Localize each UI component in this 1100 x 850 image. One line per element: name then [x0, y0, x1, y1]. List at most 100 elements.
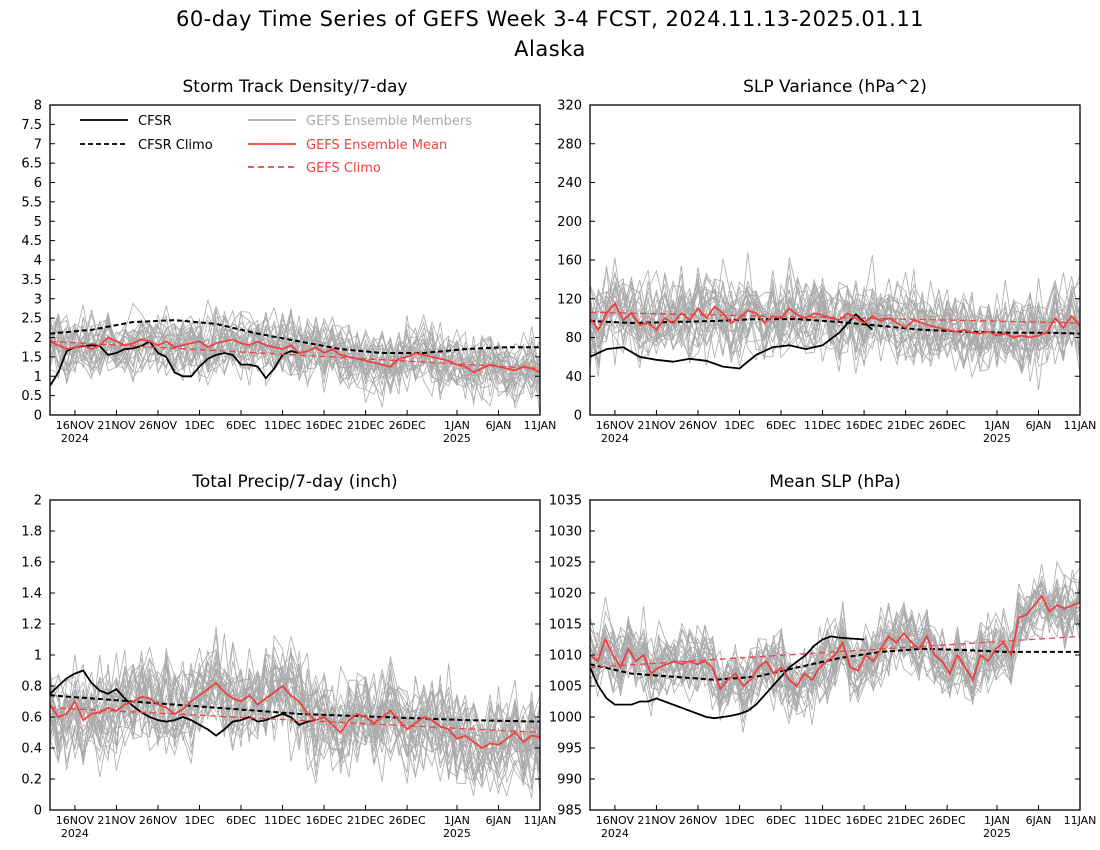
- y-tick-label: 6.5: [21, 157, 42, 172]
- series-cfsr: [50, 340, 300, 387]
- y-tick-label: 2: [34, 494, 42, 509]
- series-cfsr-climo: [50, 319, 540, 354]
- figure-title: 60-day Time Series of GEFS Week 3-4 FCST…: [175, 7, 925, 31]
- ensemble-member-line: [50, 317, 540, 391]
- x-tick-label: 11DEC: [804, 419, 841, 432]
- y-tick-label: 3: [34, 292, 42, 307]
- x-tick-label: 11JAN: [524, 814, 557, 827]
- y-tick-label: 1000: [549, 711, 582, 726]
- y-tick-label: 2: [34, 331, 42, 346]
- ensemble-member-line: [50, 325, 540, 389]
- series-gefs-ensemble-mean: [50, 681, 540, 750]
- legend-label: CFSR: [138, 114, 172, 129]
- x-tick-label: 1JAN: [984, 814, 1010, 827]
- y-tick-label: 3.5: [21, 273, 42, 288]
- y-tick-label: 1035: [549, 494, 582, 509]
- series-gefs-climo: [50, 340, 540, 370]
- x-tick-label: 21NOV: [97, 814, 136, 827]
- x-tick-label: 1JAN: [444, 419, 470, 432]
- x-tick-label: 1JAN: [984, 419, 1010, 432]
- y-tick-label: 280: [557, 137, 582, 152]
- y-tick-label: 7: [34, 137, 42, 152]
- legend-label: GEFS Climo: [306, 161, 381, 176]
- y-tick-label: 0.8: [21, 680, 42, 695]
- ensemble-member-line: [50, 651, 540, 799]
- x-tick-label: 26DEC: [929, 419, 966, 432]
- plot-area: [50, 299, 540, 415]
- ensemble-member-line: [50, 662, 540, 785]
- ensemble-member-line: [590, 567, 1080, 696]
- x-tick-label: 26DEC: [389, 814, 426, 827]
- ensemble-member-line: [590, 585, 1080, 733]
- x-tick-label: 6JAN: [486, 814, 512, 827]
- y-tick-label: 985: [557, 804, 582, 819]
- y-tick-label: 0: [574, 409, 582, 424]
- x-tick-label: 11DEC: [264, 814, 301, 827]
- ensemble-member-line: [50, 305, 540, 390]
- y-tick-label: 120: [557, 292, 582, 307]
- ensemble-member-line: [590, 577, 1080, 714]
- x-tick-label: 11DEC: [804, 814, 841, 827]
- x-tick-label: 11DEC: [264, 419, 301, 432]
- x-tick-label: 16DEC: [306, 814, 343, 827]
- legend: CFSR CFSR Climo GEFS Ensemble Members GEFS …: [80, 114, 472, 176]
- y-tick-label: 240: [557, 176, 582, 191]
- ensemble-member-line: [50, 653, 540, 784]
- y-tick-label: 1025: [549, 556, 582, 571]
- series-cfsr: [590, 635, 865, 720]
- x-tick-label: 16DEC: [306, 419, 343, 432]
- x-tick-label: 6JAN: [1026, 419, 1052, 432]
- x-tick-year-label: 2024: [601, 432, 629, 445]
- ensemble-member-line: [50, 299, 540, 407]
- x-tick-label: 11JAN: [524, 419, 557, 432]
- x-tick-label: 21DEC: [887, 419, 924, 432]
- x-tick-year-label: 2024: [61, 432, 89, 445]
- y-tick-label: 995: [557, 742, 582, 757]
- y-tick-label: 1015: [549, 618, 582, 633]
- ensemble-member-line: [50, 664, 540, 796]
- x-tick-year-label: 2024: [61, 827, 89, 840]
- y-tick-label: 1020: [549, 587, 582, 602]
- series-gefs-ensemble-mean: [590, 301, 1080, 339]
- y-tick-label: 0.4: [21, 742, 42, 757]
- y-tick-label: 4: [34, 254, 42, 269]
- panel-title: Mean SLP (hPa): [769, 472, 901, 492]
- x-tick-label: 11JAN: [1064, 419, 1097, 432]
- y-tick-label: 1.5: [21, 350, 42, 365]
- x-tick-label: 16DEC: [846, 814, 883, 827]
- y-tick-label: 990: [557, 773, 582, 788]
- x-tick-label: 21NOV: [637, 814, 676, 827]
- y-tick-label: 1.8: [21, 525, 42, 540]
- x-tick-label: 21DEC: [347, 419, 384, 432]
- y-tick-label: 200: [557, 215, 582, 230]
- x-tick-label: 26NOV: [139, 814, 178, 827]
- x-tick-year-label: 2024: [601, 827, 629, 840]
- y-tick-label: 0.2: [21, 773, 42, 788]
- plot-frame: [589, 104, 1081, 416]
- y-tick-label: 8: [34, 99, 42, 114]
- y-tick-label: 1: [34, 649, 42, 664]
- x-tick-year-label: 2025: [443, 827, 471, 840]
- x-tick-label: 26NOV: [679, 419, 718, 432]
- panel-title: Total Precip/7-day (inch): [191, 472, 397, 492]
- series-cfsr: [590, 313, 874, 370]
- ensemble-member-line: [590, 578, 1080, 700]
- ensemble-member-line: [590, 258, 1080, 391]
- x-tick-label: 26DEC: [929, 814, 966, 827]
- plot-area: [50, 626, 540, 799]
- ensemble-member-line: [590, 564, 1080, 719]
- x-tick-label: 16NOV: [56, 419, 95, 432]
- x-tick-label: 16DEC: [846, 419, 883, 432]
- x-tick-label: 21NOV: [637, 419, 676, 432]
- x-tick-label: 11JAN: [1064, 814, 1097, 827]
- ensemble-member-line: [50, 314, 540, 398]
- y-tick-label: 1.4: [21, 587, 42, 602]
- ensemble-member-line: [590, 273, 1080, 363]
- ensemble-member-line: [590, 272, 1080, 374]
- plot-area: [590, 560, 1080, 733]
- y-tick-label: 1030: [549, 525, 582, 540]
- y-tick-label: 0.5: [21, 389, 42, 404]
- x-tick-label: 6DEC: [226, 814, 256, 827]
- x-tick-label: 1DEC: [724, 419, 754, 432]
- y-tick-label: 1.2: [21, 618, 42, 633]
